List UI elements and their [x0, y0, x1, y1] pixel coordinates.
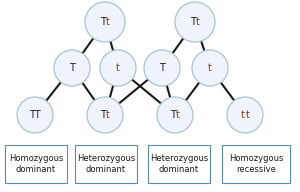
Circle shape: [175, 2, 215, 42]
Text: Homozygous
dominant: Homozygous dominant: [9, 154, 63, 174]
Text: T: T: [100, 110, 105, 120]
Text: T: T: [169, 110, 175, 120]
Text: T: T: [100, 17, 105, 27]
Text: T: T: [159, 63, 165, 73]
Circle shape: [85, 2, 125, 42]
Circle shape: [87, 97, 123, 133]
Circle shape: [17, 97, 53, 133]
Circle shape: [54, 50, 90, 86]
Text: TT: TT: [29, 110, 41, 120]
Text: t: t: [241, 110, 244, 120]
Text: t: t: [106, 110, 110, 120]
Text: Heterozygous
dominant: Heterozygous dominant: [77, 154, 135, 174]
Text: t: t: [176, 110, 179, 120]
FancyBboxPatch shape: [148, 145, 210, 183]
Text: Homozygous
recessive: Homozygous recessive: [229, 154, 283, 174]
Circle shape: [144, 50, 180, 86]
FancyBboxPatch shape: [222, 145, 290, 183]
Text: t: t: [196, 17, 200, 27]
Circle shape: [227, 97, 263, 133]
Text: t: t: [116, 63, 120, 73]
Text: t: t: [106, 17, 110, 27]
Circle shape: [100, 50, 136, 86]
Text: T: T: [190, 17, 195, 27]
Text: Heterozygous
dominant: Heterozygous dominant: [150, 154, 208, 174]
Text: t: t: [208, 63, 212, 73]
FancyBboxPatch shape: [5, 145, 67, 183]
Circle shape: [157, 97, 193, 133]
Circle shape: [192, 50, 228, 86]
Text: T: T: [69, 63, 75, 73]
Text: t: t: [246, 110, 249, 120]
FancyBboxPatch shape: [75, 145, 137, 183]
